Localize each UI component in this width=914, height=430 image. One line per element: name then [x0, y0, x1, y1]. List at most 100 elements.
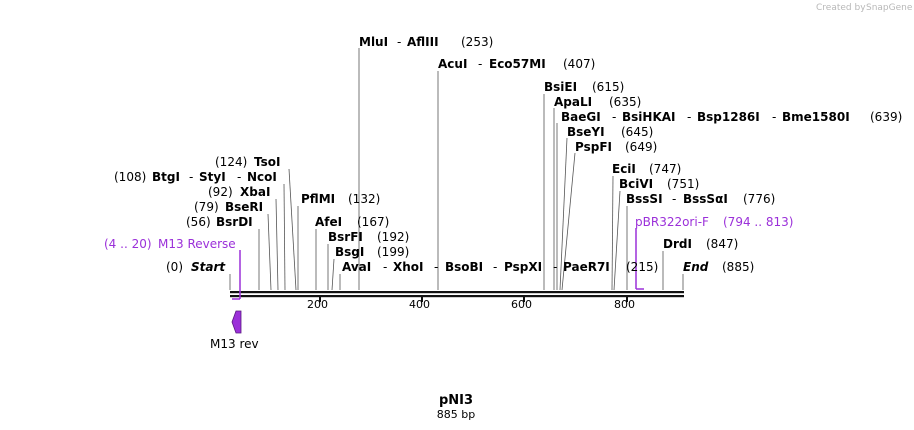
site-bsiei: BsiEI (615) [544, 80, 624, 94]
site-name: Bsp1286I [697, 110, 760, 124]
site-name: Eco57MI [489, 57, 546, 71]
pbr322ori-primer-marker [635, 228, 644, 290]
plasmid-length: 885 bp [437, 408, 475, 421]
site-name: BciVI [619, 177, 653, 191]
site-bsrdi: (56) BsrDI [186, 215, 253, 229]
site-sep: - [189, 170, 193, 184]
site-name: BaeGI [561, 110, 601, 124]
credit-prefix: Created by [816, 3, 866, 13]
site-bseyi: BseYI (645) [567, 125, 653, 139]
ruler-label-800: 800 [614, 298, 635, 311]
site-name: PflMI [301, 192, 335, 206]
site-pflmi: PflMI (132) [301, 192, 380, 206]
site-ecii: EciI (747) [612, 162, 681, 176]
site-bsssi-bsssai: BssSI - BssSαI (776) [626, 192, 775, 206]
site-name: TsoI [254, 155, 280, 169]
site-name: BtgI [152, 170, 180, 184]
start-pos: (0) [166, 260, 183, 274]
site-pos: (639) [870, 110, 902, 124]
site-name: PspFI [575, 140, 612, 154]
site-name: BsgI [335, 245, 364, 259]
site-pos: (751) [667, 177, 699, 191]
site-bcivi: BciVI (751) [619, 177, 699, 191]
site-xbai: (92) XbaI [208, 185, 270, 199]
site-pos: (776) [743, 192, 775, 206]
leader-tsoi [288, 168, 297, 291]
site-sep: - [772, 110, 776, 124]
leader-ecii [611, 175, 614, 291]
leader-pspfi [561, 152, 576, 291]
leader-btgi [283, 183, 286, 291]
site-pos: (79) [194, 200, 219, 214]
site-pspfi: PspFI (649) [575, 140, 657, 154]
site-name: PspXI [504, 260, 542, 274]
site-sep: - [383, 260, 387, 274]
site-sep: - [672, 192, 676, 206]
site-name: BsrDI [216, 215, 253, 229]
site-acui-eco57mi: AcuI - Eco57MI (407) [438, 57, 595, 71]
leader-bseyi [559, 137, 568, 291]
site-btgi-styi-ncoi: (108) BtgI - StyI - NcoI [114, 170, 277, 184]
site-name: BseYI [567, 125, 605, 139]
site-pos: (108) [114, 170, 146, 184]
site-sep: - [478, 57, 482, 71]
site-name: StyI [199, 170, 226, 184]
start-label: Start [191, 260, 226, 274]
site-name: Bme1580I [782, 110, 850, 124]
ruler-label-600: 600 [511, 298, 532, 311]
plasmid-title: pNI3 [439, 393, 473, 408]
m13-rev-label: M13 rev [210, 337, 259, 351]
dna-backbone [230, 291, 684, 302]
site-pos: (649) [625, 140, 657, 154]
site-name: BssSαI [683, 192, 728, 206]
leader-xbai [275, 198, 279, 291]
site-name: ApaLI [554, 95, 592, 109]
site-name: BsiHKAI [622, 110, 676, 124]
site-bsrfi: BsrFI (192) [328, 230, 409, 244]
site-sep: - [493, 260, 497, 274]
leader-bsgi [331, 258, 335, 291]
site-pos: (635) [609, 95, 641, 109]
site-name: AfeI [315, 215, 342, 229]
site-name: BsiEI [544, 80, 577, 94]
credit-brand: SnapGene [866, 3, 913, 13]
site-leaders [229, 48, 684, 291]
site-pos: (56) [186, 215, 211, 229]
ruler-label-400: 400 [409, 298, 430, 311]
site-name: MluI [359, 35, 388, 49]
site-bseri: (79) BseRI [194, 200, 263, 214]
site-name: BsrFI [328, 230, 363, 244]
site-sep: - [237, 170, 241, 184]
site-pos: (167) [357, 215, 389, 229]
site-pos: (615) [592, 80, 624, 94]
site-sep: - [612, 110, 616, 124]
site-drdi: DrdI (847) [663, 237, 738, 251]
pbr322ori-range: (794 .. 813) [723, 215, 793, 229]
leader-bseri [267, 213, 272, 291]
site-pos: (199) [377, 245, 409, 259]
m13-rev-arrow-icon [231, 310, 242, 334]
site-avai-group: AvaI - XhoI - BsoBI - PspXI - PaeR7I (21… [342, 260, 658, 274]
site-pos: (847) [706, 237, 738, 251]
leader-bcivi [613, 190, 621, 291]
site-apali: ApaLI (635) [554, 95, 641, 109]
site-name: BseRI [225, 200, 263, 214]
site-pos: (215) [626, 260, 658, 274]
site-pos: (132) [348, 192, 380, 206]
site-name: AflIII [407, 35, 439, 49]
site-name: XbaI [240, 185, 270, 199]
site-sep: - [687, 110, 691, 124]
site-pos: (124) [215, 155, 247, 169]
pbr322ori-name: pBR322ori-F [635, 215, 709, 229]
site-sep: - [553, 260, 557, 274]
site-pos: (192) [377, 230, 409, 244]
site-name: AvaI [342, 260, 371, 274]
site-name: DrdI [663, 237, 692, 251]
site-name: PaeR7I [563, 260, 610, 274]
site-name: EciI [612, 162, 636, 176]
site-tsoi: (124) TsoI [215, 155, 280, 169]
site-afei: AfeI (167) [315, 215, 389, 229]
ruler-label-200: 200 [307, 298, 328, 311]
site-mlui-afliii: MluI - AflIII (253) [359, 35, 493, 49]
site-name: BsoBI [445, 260, 483, 274]
